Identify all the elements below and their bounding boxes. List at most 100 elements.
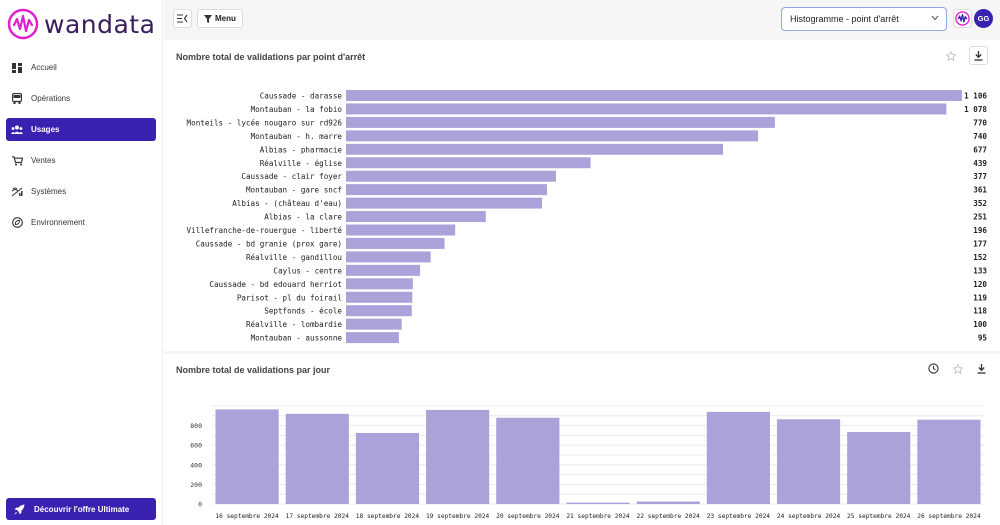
clock-icon	[928, 363, 939, 374]
bar[interactable]	[346, 291, 413, 303]
chart-type-select[interactable]: Histogramme - point d'arrêt	[781, 7, 947, 31]
y-tick-label: Réalville - lombardie	[246, 320, 342, 329]
bar[interactable]	[285, 413, 349, 504]
menu-button[interactable]: Menu	[197, 9, 243, 28]
data-label: 196	[973, 226, 987, 235]
client-logo-button[interactable]	[953, 9, 972, 28]
sidebar-nav: Accueil Opérations Usages Ventes	[6, 56, 156, 242]
bar[interactable]	[346, 224, 456, 236]
y-tick-label: Caussade - clair foyer	[241, 172, 342, 181]
data-label: 1 106	[964, 92, 987, 101]
bar[interactable]	[346, 130, 759, 142]
filter-icon	[204, 14, 212, 23]
data-label: 95	[978, 334, 988, 343]
bar[interactable]	[215, 409, 279, 504]
chevron-down-icon	[931, 15, 939, 21]
y-tick-label: 800	[190, 422, 202, 430]
data-label: 120	[973, 280, 987, 289]
y-tick-label: 0	[198, 501, 202, 509]
bar[interactable]	[346, 332, 399, 344]
star-icon	[945, 50, 956, 61]
wandata-logo-icon	[7, 8, 39, 40]
data-label: 177	[973, 239, 987, 248]
bar[interactable]	[346, 251, 431, 263]
y-tick-label: Monteils - lycée nougaro sur rd926	[187, 118, 343, 127]
bar[interactable]	[346, 237, 445, 249]
bar[interactable]	[346, 264, 421, 276]
sidebar: wandata Accueil Opérations Usages	[0, 0, 163, 525]
download-icon	[977, 363, 986, 374]
bar[interactable]	[346, 318, 402, 330]
bar[interactable]	[346, 305, 412, 317]
bar[interactable]	[346, 103, 947, 115]
sidebar-item-label: Ventes	[31, 156, 56, 165]
sidebar-item-systemes[interactable]: Systèmes	[6, 180, 156, 203]
chart-type-select-value: Histogramme - point d'arrêt	[790, 14, 899, 24]
data-label: 118	[973, 307, 987, 316]
bar[interactable]	[346, 116, 775, 128]
favorite-button[interactable]	[941, 46, 960, 65]
bar[interactable]	[566, 502, 630, 504]
y-tick-label: Albias - la clare	[264, 213, 342, 222]
bar[interactable]	[346, 184, 548, 196]
bar[interactable]	[346, 278, 413, 290]
y-tick-label: Albias - (château d'eau)	[232, 199, 342, 208]
rocket-icon	[14, 504, 25, 515]
sidebar-item-operations[interactable]: Opérations	[6, 87, 156, 110]
x-tick-label: 23 septembre 2024	[707, 513, 771, 520]
dashboard-icon	[11, 62, 23, 74]
download-button[interactable]	[969, 46, 988, 65]
y-tick-label: Septfonds - école	[264, 307, 342, 316]
data-label: 100	[973, 320, 987, 329]
sidebar-item-ventes[interactable]: Ventes	[6, 149, 156, 172]
data-label: 361	[973, 186, 987, 195]
favorite-button[interactable]	[948, 359, 967, 378]
bar[interactable]	[346, 170, 556, 182]
bar[interactable]	[426, 409, 490, 504]
main-content: Menu Histogramme - point d'arrêt GG Nomb…	[164, 0, 1000, 525]
bar[interactable]	[847, 431, 911, 504]
history-button[interactable]	[924, 359, 943, 378]
bar[interactable]	[346, 157, 591, 169]
bar[interactable]	[346, 211, 486, 223]
logo-text: wandata	[44, 9, 156, 39]
stops-bar-chart: Caussade - darasse 1 106 Montauban - la fo…	[187, 90, 988, 344]
daily-chart-title: Nombre total de validations par jour	[176, 365, 331, 375]
sidebar-item-usages[interactable]: Usages	[6, 118, 156, 141]
x-tick-label: 25 septembre 2024	[847, 513, 911, 520]
y-tick-label: 400	[190, 461, 202, 469]
y-tick-label: Caussade - bd edouard herriot	[209, 280, 342, 289]
users-icon	[11, 124, 23, 136]
y-tick-label: Parisot - pl du foirail	[237, 293, 342, 302]
data-label: 352	[973, 199, 987, 208]
discover-ultimate-button[interactable]: Découvrir l'offre Ultimate	[6, 498, 156, 520]
data-label: 677	[973, 145, 987, 154]
x-tick-label: 24 septembre 2024	[777, 513, 841, 520]
bar[interactable]	[496, 417, 560, 504]
bar[interactable]	[355, 432, 420, 504]
y-tick-label: Caussade - darasse	[260, 92, 343, 101]
y-tick-label: 600	[190, 442, 202, 450]
y-tick-label: Caussade - bd granie (prox gare)	[196, 239, 342, 248]
x-tick-label: 17 septembre 2024	[286, 513, 350, 520]
bar[interactable]	[346, 197, 543, 209]
star-icon	[952, 363, 963, 374]
bar[interactable]	[636, 501, 700, 504]
sidebar-item-environnement[interactable]: Environnement	[6, 211, 156, 234]
bar[interactable]	[776, 419, 841, 504]
bar[interactable]	[706, 411, 770, 504]
data-label: 119	[973, 293, 987, 302]
sidebar-item-accueil[interactable]: Accueil	[6, 56, 156, 79]
bar[interactable]	[917, 419, 981, 504]
logo[interactable]: wandata	[7, 8, 155, 40]
topbar: Menu Histogramme - point d'arrêt GG	[164, 0, 1000, 40]
bar[interactable]	[346, 90, 962, 101]
bar[interactable]	[346, 143, 724, 155]
collapse-sidebar-button[interactable]	[173, 9, 192, 28]
promo-label: Découvrir l'offre Ultimate	[34, 504, 130, 514]
download-button[interactable]	[972, 359, 991, 378]
signal-icon	[11, 186, 23, 198]
wandata-mini-logo-icon	[955, 11, 970, 26]
y-tick-label: Caylus - centre	[273, 266, 342, 275]
user-avatar[interactable]: GG	[974, 9, 993, 28]
